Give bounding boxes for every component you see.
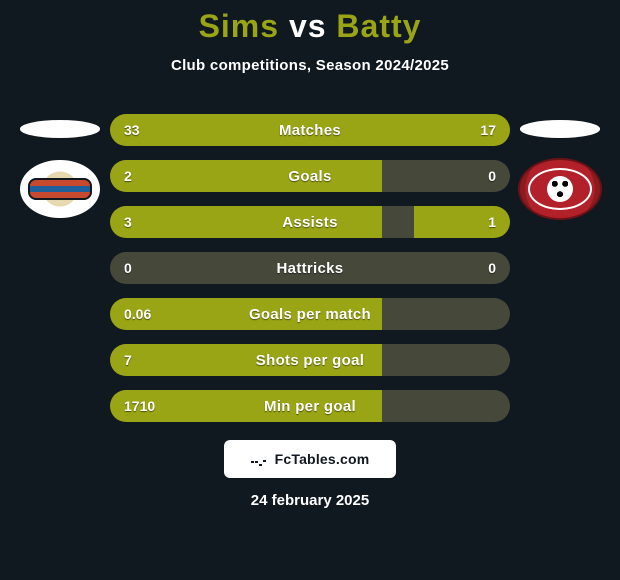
player2-name: Batty <box>336 8 421 44</box>
stat-row: 31Assists <box>110 206 510 238</box>
stat-right-value: 0 <box>456 260 496 276</box>
stat-left-value: 1710 <box>124 398 164 414</box>
page-title: Sims vs Batty <box>199 8 422 45</box>
stat-left-value: 0 <box>124 260 164 276</box>
stat-right-value: 17 <box>456 122 496 138</box>
player1-avatar-block <box>10 120 110 220</box>
stat-row: 00Hattricks <box>110 252 510 284</box>
player1-name: Sims <box>199 8 279 44</box>
stat-right-value: 0 <box>456 168 496 184</box>
player1-club-crest <box>18 158 102 220</box>
stats-list: 3317Matches20Goals31Assists00Hattricks0.… <box>110 114 510 422</box>
stat-row: 7Shots per goal <box>110 344 510 376</box>
brand-chart-icon <box>251 452 269 466</box>
player2-avatar-placeholder <box>520 120 600 138</box>
stat-left-value: 7 <box>124 352 164 368</box>
stat-left-value: 33 <box>124 122 164 138</box>
player2-club-crest <box>518 158 602 220</box>
date-label: 24 february 2025 <box>251 492 369 509</box>
stat-left-value: 0.06 <box>124 306 164 322</box>
player1-avatar-placeholder <box>20 120 100 138</box>
stat-row: 0.06Goals per match <box>110 298 510 330</box>
brand-text: FcTables.com <box>275 451 370 467</box>
player2-avatar-block <box>510 120 610 220</box>
stat-row: 20Goals <box>110 160 510 192</box>
stat-row: 1710Min per goal <box>110 390 510 422</box>
vs-label: vs <box>289 8 327 44</box>
brand-badge: FcTables.com <box>224 440 396 478</box>
stat-right-value: 1 <box>456 214 496 230</box>
comparison-card: Sims vs Batty Club competitions, Season … <box>0 0 620 580</box>
stat-left-value: 2 <box>124 168 164 184</box>
stat-left-value: 3 <box>124 214 164 230</box>
subtitle: Club competitions, Season 2024/2025 <box>171 57 449 74</box>
stat-row: 3317Matches <box>110 114 510 146</box>
